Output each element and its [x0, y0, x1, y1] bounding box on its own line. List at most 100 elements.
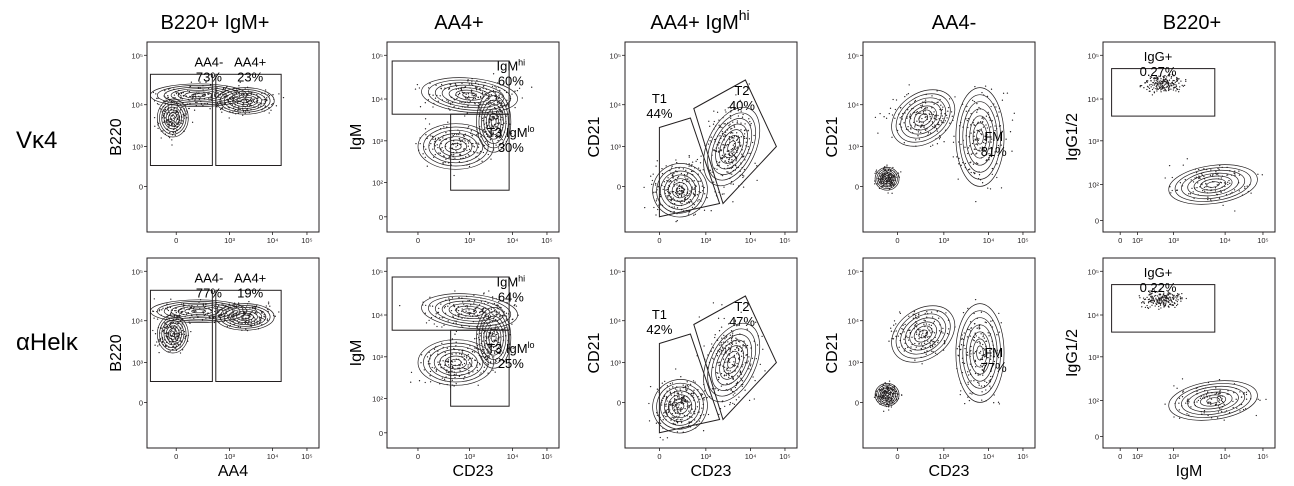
event-dot: [681, 180, 684, 182]
event-dot: [431, 366, 433, 369]
event-dot: [493, 123, 496, 126]
event-dot: [1146, 79, 1148, 82]
event-dot: [937, 114, 939, 117]
event-dot: [688, 406, 690, 409]
gate-name: T2: [734, 299, 749, 314]
event-dot: [1165, 90, 1167, 92]
event-dot: [720, 385, 723, 387]
event-dot: [997, 401, 1000, 403]
event-dot: [477, 146, 480, 148]
event-dot: [693, 419, 696, 421]
event-dot: [990, 155, 993, 158]
event-dot: [222, 309, 224, 312]
event-dot: [974, 298, 977, 301]
event-dot: [874, 183, 876, 185]
event-dot: [256, 96, 259, 98]
event-dot: [1242, 408, 1245, 411]
event-dot: [976, 144, 979, 146]
event-dot: [915, 139, 917, 141]
event-dot: [483, 145, 486, 147]
event-dot: [670, 403, 672, 405]
event-dot: [436, 325, 438, 328]
event-dot: [480, 301, 483, 303]
event-dot: [259, 317, 261, 319]
event-dot: [468, 98, 470, 100]
event-dot: [901, 118, 904, 120]
x-axis-label: CD23: [929, 463, 970, 480]
density-contour: [191, 93, 206, 98]
event-dot: [269, 305, 271, 307]
event-dot: [671, 416, 673, 418]
event-dot: [727, 143, 729, 146]
event-dot: [468, 95, 470, 98]
event-dot: [736, 362, 738, 365]
event-dot: [1161, 88, 1163, 90]
event-dot: [998, 111, 1000, 113]
event-dot: [764, 370, 766, 372]
event-dot: [207, 93, 209, 95]
event-dot: [450, 309, 453, 312]
event-dot: [492, 119, 494, 121]
event-dot: [164, 117, 166, 119]
density-contour: [719, 129, 745, 164]
event-dot: [1143, 87, 1145, 89]
event-dot: [176, 106, 178, 108]
event-dot: [747, 360, 749, 362]
event-dot: [257, 106, 259, 108]
event-dot: [893, 324, 895, 326]
event-dot: [924, 110, 926, 112]
density-contour: [660, 170, 700, 210]
density-contour: [156, 314, 189, 354]
event-dot: [723, 193, 725, 195]
event-dot: [162, 130, 164, 132]
event-dot: [693, 180, 695, 182]
event-dot: [175, 310, 177, 312]
event-dot: [680, 194, 683, 196]
event-dot: [440, 303, 442, 305]
event-dot: [740, 144, 742, 146]
event-dot: [1170, 82, 1173, 84]
density-contour: [703, 106, 761, 187]
event-dot: [911, 336, 913, 338]
event-dot: [981, 91, 983, 94]
event-dot: [436, 144, 438, 146]
gate-percent: 77%: [981, 360, 1007, 375]
event-dot: [181, 329, 183, 332]
event-dot: [442, 360, 444, 362]
event-dot: [656, 198, 658, 200]
event-dot: [491, 343, 493, 345]
density-contour: [156, 98, 189, 138]
event-dot: [459, 101, 461, 103]
event-dot: [503, 331, 505, 333]
event-dot: [973, 352, 975, 354]
event-dot: [500, 306, 502, 309]
event-dot: [231, 104, 234, 106]
density-contour: [421, 293, 518, 330]
event-dot: [970, 161, 972, 163]
event-dot: [928, 329, 930, 331]
event-dot: [736, 375, 739, 377]
event-dot: [734, 321, 737, 323]
event-dot: [173, 120, 175, 123]
event-dot: [152, 310, 155, 313]
event-dot: [490, 93, 492, 96]
gate-t3-igm-lo: [450, 329, 510, 407]
event-dot: [1200, 173, 1203, 175]
event-dot: [208, 307, 210, 309]
y-axis-label: IgG1/2: [1064, 113, 1081, 161]
x-tick-label: 10³: [464, 452, 475, 461]
event-dot: [731, 162, 734, 164]
event-dot: [472, 97, 475, 100]
event-dot: [984, 138, 986, 141]
event-dot: [920, 104, 922, 107]
event-dot: [1160, 89, 1162, 91]
event-dot: [987, 332, 989, 334]
density-contour: [170, 330, 176, 338]
y-axis-label: CD21: [824, 116, 841, 157]
event-dot: [941, 108, 943, 111]
event-dot: [922, 111, 925, 113]
event-dot: [1179, 182, 1182, 184]
event-dot: [723, 156, 725, 158]
event-dot: [742, 113, 744, 116]
